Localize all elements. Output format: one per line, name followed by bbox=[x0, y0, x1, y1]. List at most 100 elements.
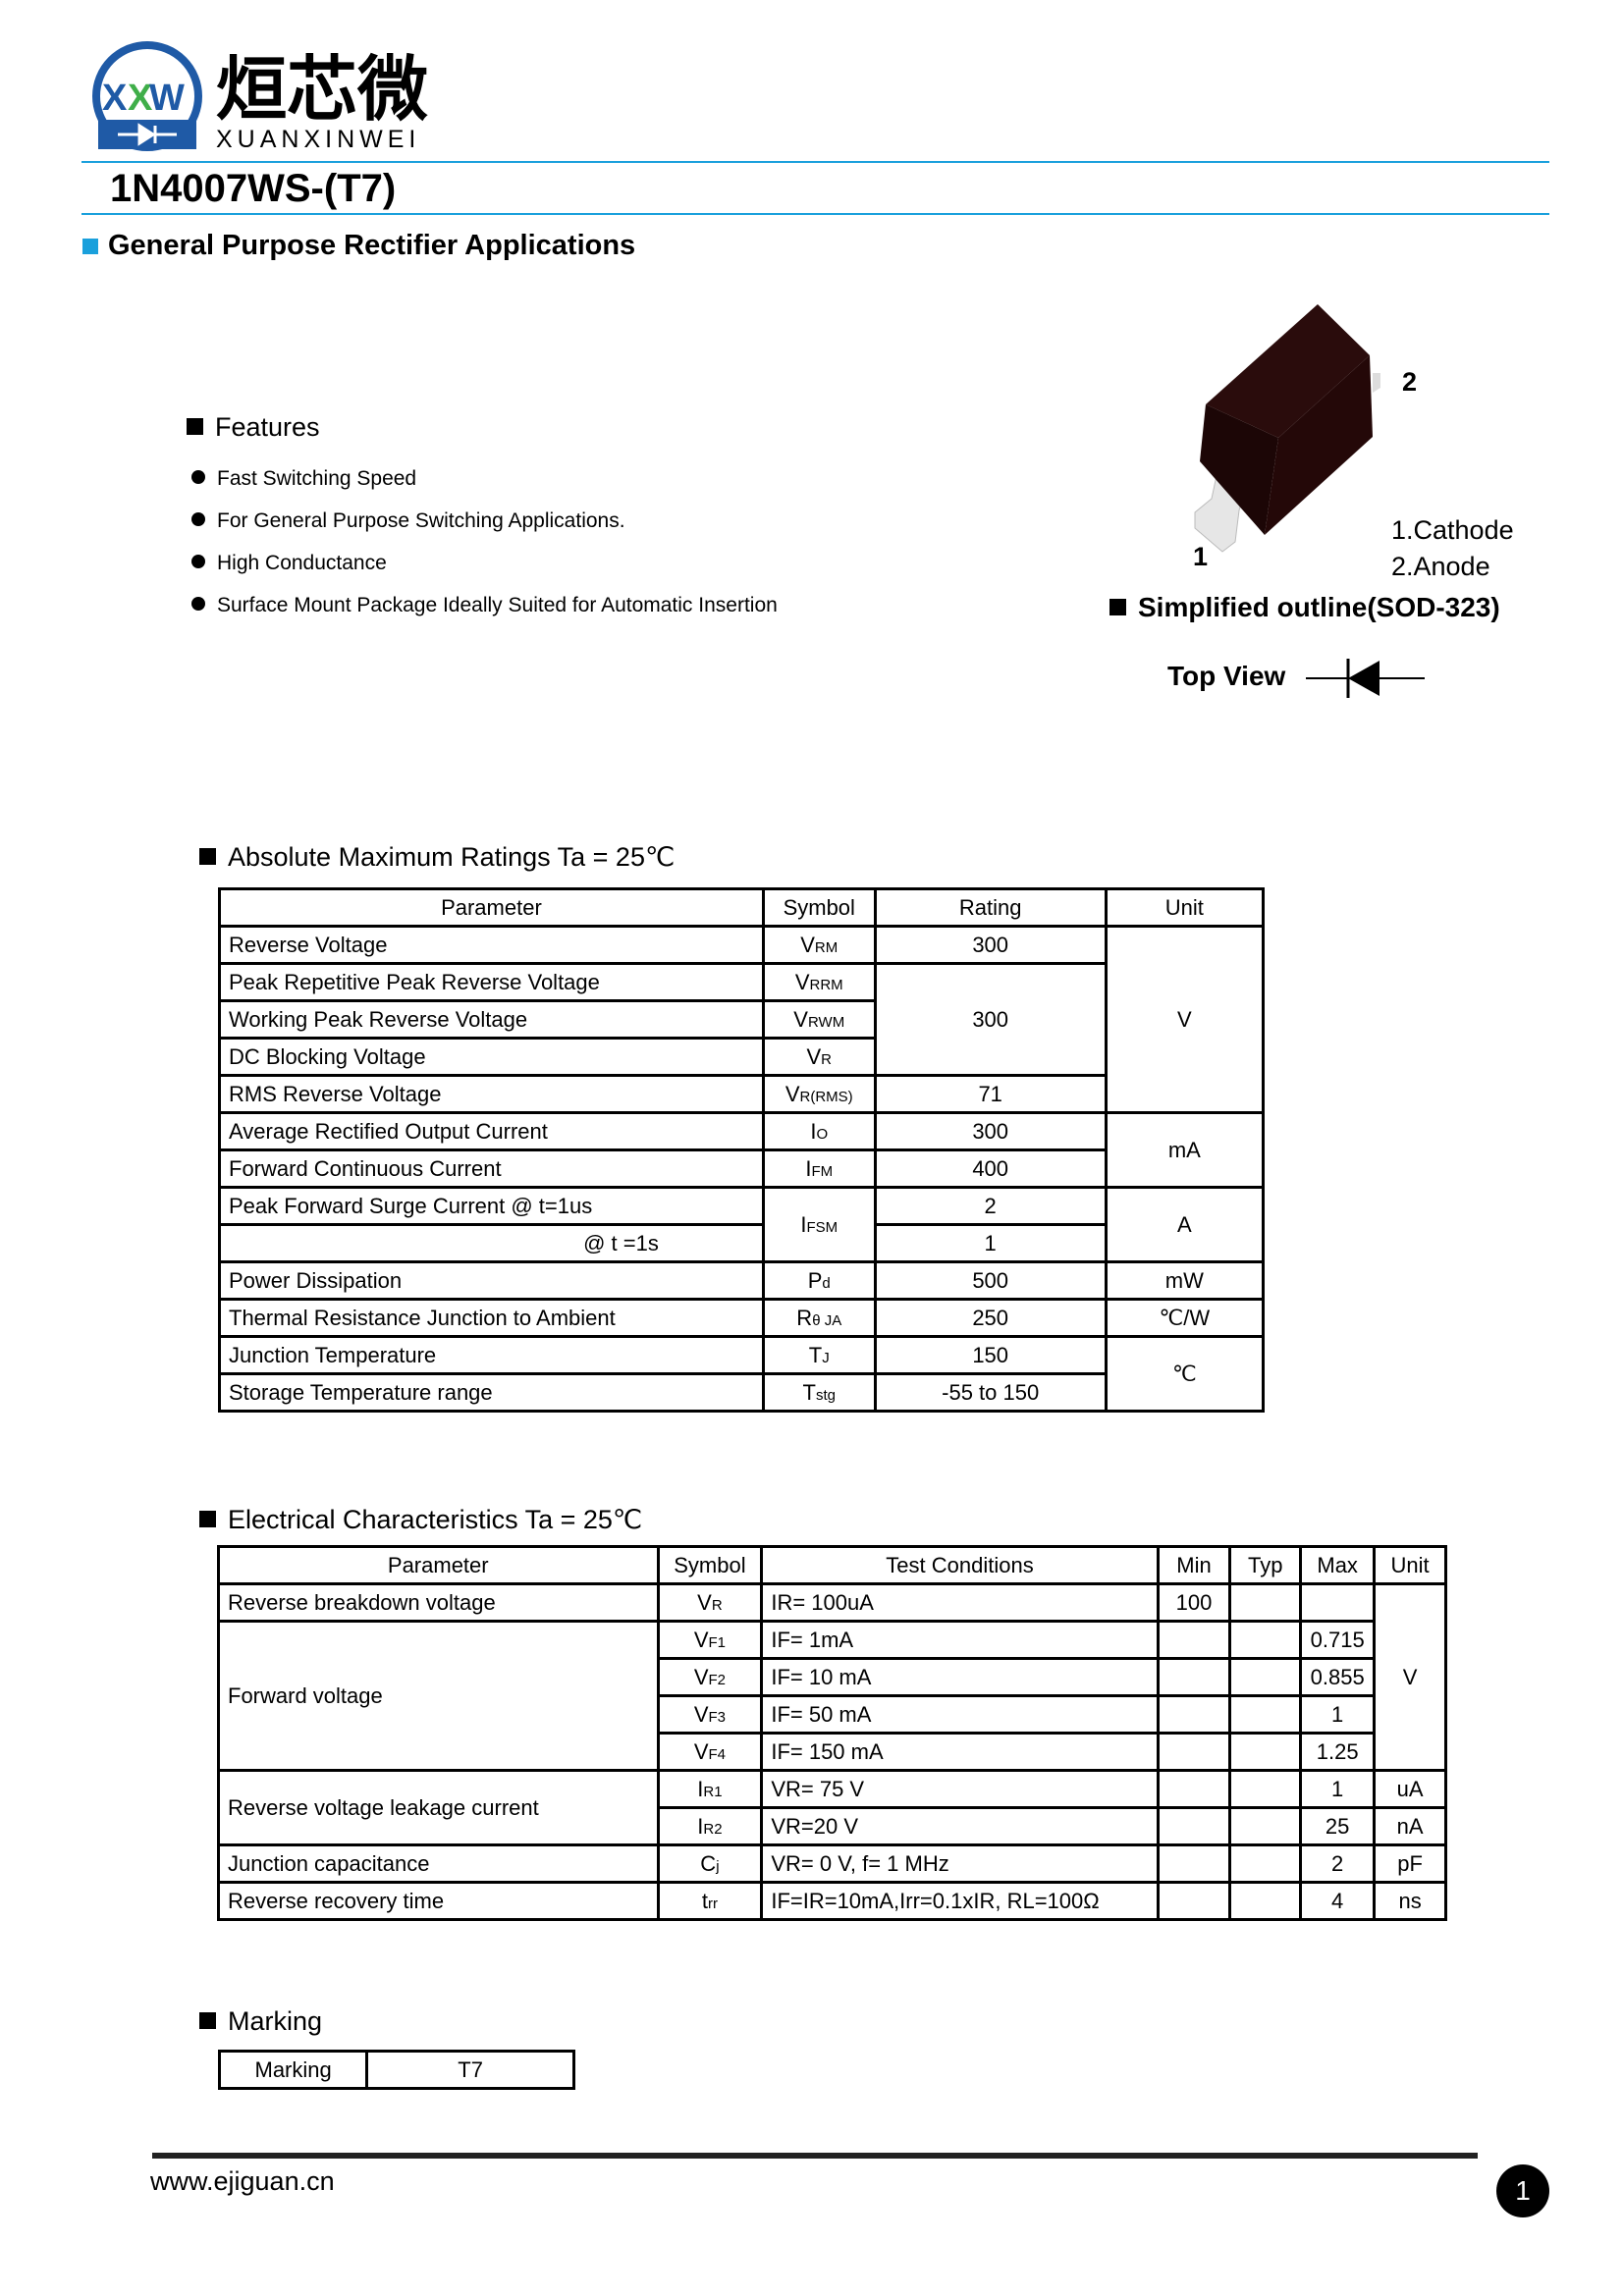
square-bullet-icon bbox=[1109, 599, 1126, 616]
table-row: Average Rectified Output Current IO 300 mA bbox=[218, 1111, 1266, 1189]
diode-symbol-icon bbox=[1306, 659, 1425, 698]
table-header-row: Parameter Symbol Rating Unit bbox=[218, 887, 1266, 928]
header-cell: Symbol bbox=[656, 1545, 764, 1585]
header-cell: Rating bbox=[873, 887, 1108, 928]
parameter-cell: Junction Temperature bbox=[218, 1335, 765, 1375]
parameter-cell: Reverse breakdown voltage bbox=[217, 1582, 660, 1623]
rating-cell: 71 bbox=[873, 1074, 1108, 1114]
table-row: Marking T7 bbox=[217, 2050, 575, 2090]
page-title: 1N4007WS-(T7) bbox=[110, 167, 397, 210]
header-cell: Min bbox=[1156, 1545, 1232, 1585]
bullet-icon bbox=[191, 555, 205, 569]
parameter-cell: DC Blocking Voltage bbox=[218, 1037, 765, 1077]
condition-cell: IF= 10 mA bbox=[760, 1657, 1160, 1697]
brand-name-en: XUANXINWEI bbox=[216, 126, 421, 153]
max-cell: 4 bbox=[1299, 1881, 1377, 1921]
typ-cell bbox=[1228, 1657, 1303, 1697]
table-row: VF3 IF= 50 mA 1 bbox=[219, 1694, 1446, 1735]
symbol-cell: VF3 bbox=[656, 1694, 764, 1735]
symbol-cell: VRWM bbox=[761, 999, 877, 1040]
table-row: Peak Forward Surge Current @ t=1us IFSM 2 A bbox=[218, 1186, 1266, 1263]
square-bullet-icon bbox=[199, 848, 216, 866]
min-cell bbox=[1156, 1843, 1232, 1884]
marking-table: Marking T7 bbox=[217, 2050, 575, 2090]
parameter-cell: Reverse Voltage bbox=[218, 925, 765, 965]
parameter-cell: Forward Continuous Current bbox=[218, 1148, 765, 1189]
max-cell bbox=[1299, 1582, 1377, 1623]
rating-cell: 500 bbox=[873, 1260, 1108, 1301]
unit-cell: pF bbox=[1373, 1843, 1447, 1884]
rating-cell: 400 bbox=[873, 1148, 1108, 1189]
max-cell: 2 bbox=[1299, 1843, 1377, 1884]
symbol-cell: IR2 bbox=[656, 1806, 764, 1846]
header-cell: Parameter bbox=[217, 1545, 660, 1585]
symbol-cell: Tstg bbox=[761, 1372, 877, 1413]
symbol-cell: VF1 bbox=[656, 1620, 764, 1660]
parameter-cell: RMS Reverse Voltage bbox=[218, 1074, 765, 1114]
min-cell bbox=[1156, 1881, 1232, 1921]
header-cell: Test Conditions bbox=[760, 1545, 1160, 1585]
parameter-cell: Forward voltage bbox=[217, 1620, 660, 1772]
marking-label-cell: Marking bbox=[217, 2050, 369, 2090]
unit-cell: uA bbox=[1373, 1769, 1447, 1809]
header-cell: Typ bbox=[1228, 1545, 1303, 1585]
brand-name-cn: 烜芯微 bbox=[216, 51, 429, 130]
symbol-cell: Pd bbox=[761, 1260, 877, 1301]
table-row: @ t =1s 1 bbox=[218, 1223, 1264, 1263]
header-cell: Max bbox=[1299, 1545, 1377, 1585]
table-row: Reverse Voltage VRM 300 V bbox=[218, 925, 1266, 1114]
table-row: IR2 VR=20 V 25 nA bbox=[219, 1806, 1447, 1846]
symbol-cell: VRRM bbox=[761, 962, 877, 1002]
unit-cell: V bbox=[1373, 1582, 1447, 1772]
square-bullet-icon bbox=[187, 418, 203, 436]
min-cell bbox=[1156, 1806, 1232, 1846]
parameter-cell: Junction capacitance bbox=[217, 1843, 660, 1884]
abs-max-heading: Absolute Maximum Ratings Ta = 25℃ bbox=[199, 842, 675, 873]
symbol-cell: IR1 bbox=[656, 1769, 764, 1809]
symbol-cell: VRM bbox=[761, 925, 877, 965]
table-row: Storage Temperature range Tstg -55 to 150 bbox=[218, 1372, 1264, 1413]
feature-item: For General Purpose Switching Applicatio… bbox=[191, 500, 778, 542]
table-row: Reverse recovery time trr IF=IR=10mA,Irr=0… bbox=[217, 1881, 1447, 1921]
symbol-cell: VF4 bbox=[656, 1732, 764, 1772]
feature-item: Surface Mount Package Ideally Suited for… bbox=[191, 584, 778, 626]
table-row: Reverse breakdown voltage VR IR= 100uA 100 V bbox=[217, 1582, 1447, 1772]
symbol-cell: VR bbox=[656, 1582, 764, 1623]
symbol-cell: trr bbox=[656, 1881, 764, 1921]
rating-cell: 1 bbox=[873, 1223, 1108, 1263]
footer-divider bbox=[152, 2153, 1478, 2159]
feature-item: Fast Switching Speed bbox=[191, 457, 778, 500]
parameter-cell: Reverse voltage leakage current bbox=[217, 1769, 660, 1846]
symbol-cell: TJ bbox=[761, 1335, 877, 1375]
min-cell bbox=[1156, 1694, 1232, 1735]
table-row: Reverse voltage leakage current IR1 VR= 75… bbox=[217, 1769, 1447, 1846]
condition-cell: VR= 75 V bbox=[760, 1769, 1160, 1809]
elec-table: Parameter Symbol Test Conditions Min Typ… bbox=[217, 1545, 1447, 1921]
header-divider bbox=[81, 161, 1549, 163]
condition-cell: IF= 150 mA bbox=[760, 1732, 1160, 1772]
parameter-cell: Reverse recovery time bbox=[217, 1881, 660, 1921]
table-row: RMS Reverse Voltage VR(RMS) 71 bbox=[218, 1074, 1264, 1114]
symbol-cell: VR bbox=[761, 1037, 877, 1077]
parameter-cell: Average Rectified Output Current bbox=[218, 1111, 765, 1151]
typ-cell bbox=[1228, 1881, 1303, 1921]
symbol-cell: IO bbox=[761, 1111, 877, 1151]
parameter-cell: Peak Repetitive Peak Reverse Voltage bbox=[218, 962, 765, 1002]
unit-cell: ℃/W bbox=[1104, 1298, 1266, 1338]
title-divider bbox=[81, 213, 1549, 215]
pin1-label: 1.Cathode bbox=[1391, 515, 1514, 545]
feature-item: High Conductance bbox=[191, 542, 778, 584]
table-row: VF4 IF= 150 mA 1.25 bbox=[219, 1732, 1446, 1772]
max-cell: 0.855 bbox=[1299, 1657, 1377, 1697]
rating-cell: 250 bbox=[873, 1298, 1108, 1338]
rating-cell: 2 bbox=[873, 1186, 1108, 1226]
condition-cell: IF= 50 mA bbox=[760, 1694, 1160, 1735]
top-view-label: Top View bbox=[1167, 661, 1286, 691]
table-row: Peak Repetitive Peak Reverse Voltage VRRM… bbox=[218, 962, 1264, 1077]
table-row: Thermal Resistance Junction to Ambient Rθ… bbox=[218, 1298, 1266, 1338]
unit-cell: ℃ bbox=[1104, 1335, 1266, 1413]
max-cell: 1 bbox=[1299, 1769, 1377, 1809]
rating-cell: 300 bbox=[873, 962, 1108, 1077]
table-row: Working Peak Reverse Voltage VRWM bbox=[218, 999, 1264, 1040]
typ-cell bbox=[1228, 1806, 1303, 1846]
